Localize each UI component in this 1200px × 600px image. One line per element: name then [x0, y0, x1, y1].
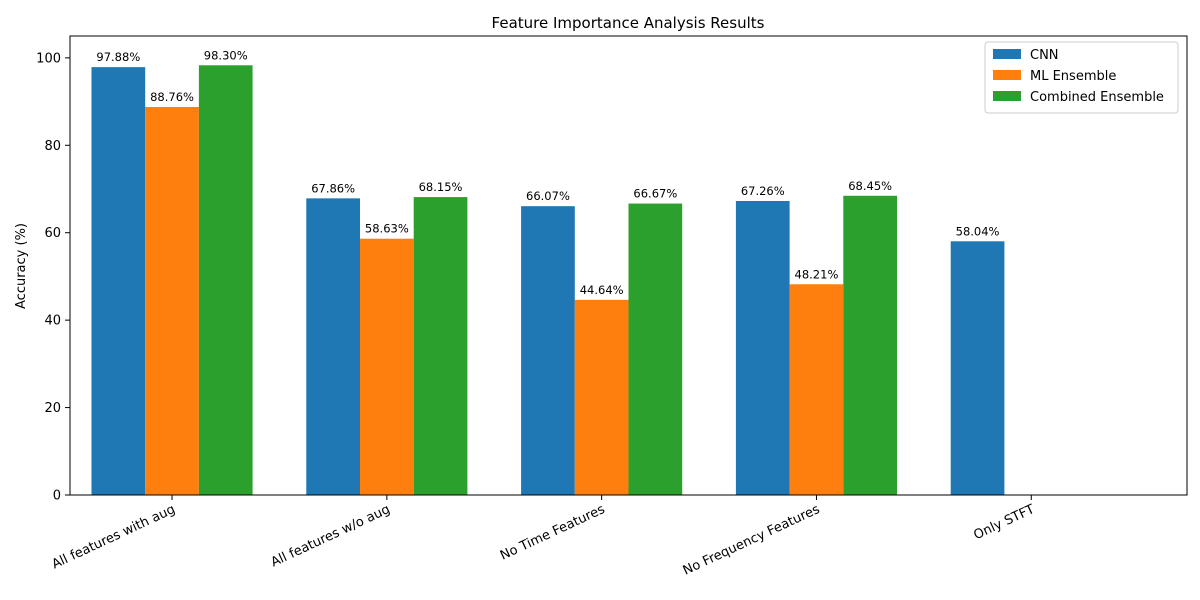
legend: CNN ML Ensemble Combined Ensemble [984, 41, 1179, 114]
x-tick-label: All features with aug [50, 502, 178, 572]
axes-frame [69, 35, 1188, 496]
legend-entry: Combined Ensemble [1030, 90, 1164, 105]
data-label: 88.76% [150, 90, 194, 104]
y-axis-label: Accuracy (%) [14, 223, 29, 309]
y-tick-label: 40 [44, 314, 61, 329]
bar [413, 197, 468, 495]
data-label: 66.07% [526, 189, 570, 203]
data-label: 67.26% [741, 184, 785, 198]
bar [359, 238, 414, 496]
data-label: 68.15% [419, 180, 463, 194]
y-tick-label: 0 [53, 489, 61, 504]
bar [145, 106, 199, 495]
bar [574, 299, 629, 495]
y-tick-label: 100 [36, 51, 61, 66]
x-tick-label: Only STFT [971, 502, 1037, 543]
legend-swatch [993, 70, 1021, 80]
data-label: 68.45% [848, 179, 892, 193]
x-tick-label: All features w/o aug [269, 502, 393, 570]
bar [950, 241, 1005, 495]
data-label: 58.04% [956, 224, 1000, 238]
data-label: 98.30% [204, 48, 248, 62]
bar [521, 206, 575, 495]
legend-entry: ML Ensemble [1030, 69, 1116, 84]
legend-swatch [993, 49, 1021, 59]
data-label: 66.67% [633, 187, 677, 201]
bar [735, 200, 790, 495]
bar [789, 284, 844, 495]
chart-title: Feature Importance Analysis Results [492, 14, 765, 32]
data-label: 44.64% [580, 283, 624, 297]
y-tick-label: 80 [44, 139, 61, 154]
bar [306, 198, 360, 495]
bar [628, 203, 683, 495]
data-label: 67.86% [311, 181, 355, 195]
data-label: 48.21% [795, 267, 839, 281]
x-tick-label: No Frequency Features [681, 502, 823, 579]
bar [843, 195, 898, 496]
legend-box [984, 41, 1179, 114]
bar [91, 67, 146, 495]
data-label: 97.88% [96, 50, 140, 64]
plot-area: 97.88% 67.86% 66.07% 67.26% 58.04% 88.76% 58.6… [36, 35, 1188, 579]
y-tick-label: 20 [44, 401, 61, 416]
legend-swatch [993, 91, 1021, 101]
data-label: 58.63% [365, 222, 409, 236]
x-tick-label: No Time Features [498, 502, 608, 564]
bar [198, 65, 253, 495]
legend-entry: CNN [1030, 48, 1059, 63]
y-tick-label: 60 [44, 226, 61, 241]
